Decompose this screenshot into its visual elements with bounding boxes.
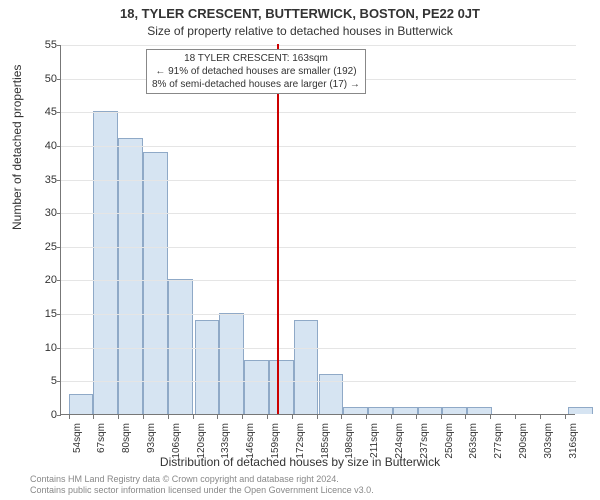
x-tick-mark [441,415,442,419]
x-tick-mark [515,415,516,419]
bar [467,407,492,414]
plot-area: 051015202530354045505518 TYLER CRESCENT:… [60,45,575,415]
gridline [61,146,576,147]
bar [143,152,168,414]
bars-group [61,44,576,414]
bar [269,360,294,414]
annotation-box: 18 TYLER CRESCENT: 163sqm← 91% of detach… [146,49,366,94]
credits-line-1: Contains HM Land Registry data © Crown c… [30,474,374,485]
x-tick-mark [490,415,491,419]
bar [244,360,269,414]
gridline [61,280,576,281]
gridline [61,45,576,46]
x-tick-mark [391,415,392,419]
x-tick-mark [416,415,417,419]
annotation-line: 18 TYLER CRESCENT: 163sqm [152,52,360,65]
y-tick-mark [57,45,61,46]
y-tick-label: 10 [31,342,57,354]
y-tick-label: 30 [31,207,57,219]
x-tick-mark [267,415,268,419]
bar [93,111,118,414]
y-tick-mark [57,180,61,181]
y-tick-label: 15 [31,308,57,320]
bar [294,320,319,414]
x-tick-mark [69,415,70,419]
bar [343,407,368,414]
gridline [61,112,576,113]
gridline [61,247,576,248]
y-tick-mark [57,348,61,349]
x-tick-mark [341,415,342,419]
gridline [61,180,576,181]
y-tick-mark [57,146,61,147]
bar [393,407,418,414]
y-tick-mark [57,79,61,80]
bar [219,313,244,414]
y-tick-mark [57,415,61,416]
x-axis-label: Distribution of detached houses by size … [0,455,600,469]
y-tick-label: 45 [31,106,57,118]
y-tick-mark [57,381,61,382]
x-tick-mark [93,415,94,419]
y-tick-label: 55 [31,39,57,51]
gridline [61,213,576,214]
y-tick-mark [57,247,61,248]
x-tick-mark [366,415,367,419]
annotation-line: 8% of semi-detached houses are larger (1… [152,78,360,91]
annotation-line: ← 91% of detached houses are smaller (19… [152,65,360,78]
y-tick-mark [57,314,61,315]
bar [442,407,467,414]
y-tick-label: 5 [31,375,57,387]
bar [195,320,220,414]
x-tick-mark [118,415,119,419]
y-tick-label: 40 [31,140,57,152]
gridline [61,381,576,382]
credits: Contains HM Land Registry data © Crown c… [30,474,374,497]
x-tick-mark [242,415,243,419]
x-tick-mark [540,415,541,419]
bar [69,394,94,414]
x-tick-mark [193,415,194,419]
bar [418,407,443,414]
chart-container: 18, TYLER CRESCENT, BUTTERWICK, BOSTON, … [0,0,600,500]
y-tick-mark [57,112,61,113]
title-sub: Size of property relative to detached ho… [0,24,600,38]
bar [368,407,393,414]
x-tick-mark [143,415,144,419]
y-tick-mark [57,280,61,281]
reference-line [277,44,279,414]
y-axis-label: Number of detached properties [10,65,24,230]
y-tick-label: 50 [31,73,57,85]
gridline [61,348,576,349]
title-main: 18, TYLER CRESCENT, BUTTERWICK, BOSTON, … [0,6,600,21]
x-tick-mark [465,415,466,419]
bar [319,374,344,414]
x-tick-mark [565,415,566,419]
gridline [61,314,576,315]
y-tick-mark [57,213,61,214]
x-tick-mark [168,415,169,419]
x-tick-mark [292,415,293,419]
y-tick-label: 35 [31,174,57,186]
credits-line-2: Contains public sector information licen… [30,485,374,496]
y-tick-label: 25 [31,241,57,253]
bar [568,407,593,414]
y-tick-label: 0 [31,409,57,421]
y-tick-label: 20 [31,274,57,286]
x-tick-mark [217,415,218,419]
x-tick-mark [317,415,318,419]
